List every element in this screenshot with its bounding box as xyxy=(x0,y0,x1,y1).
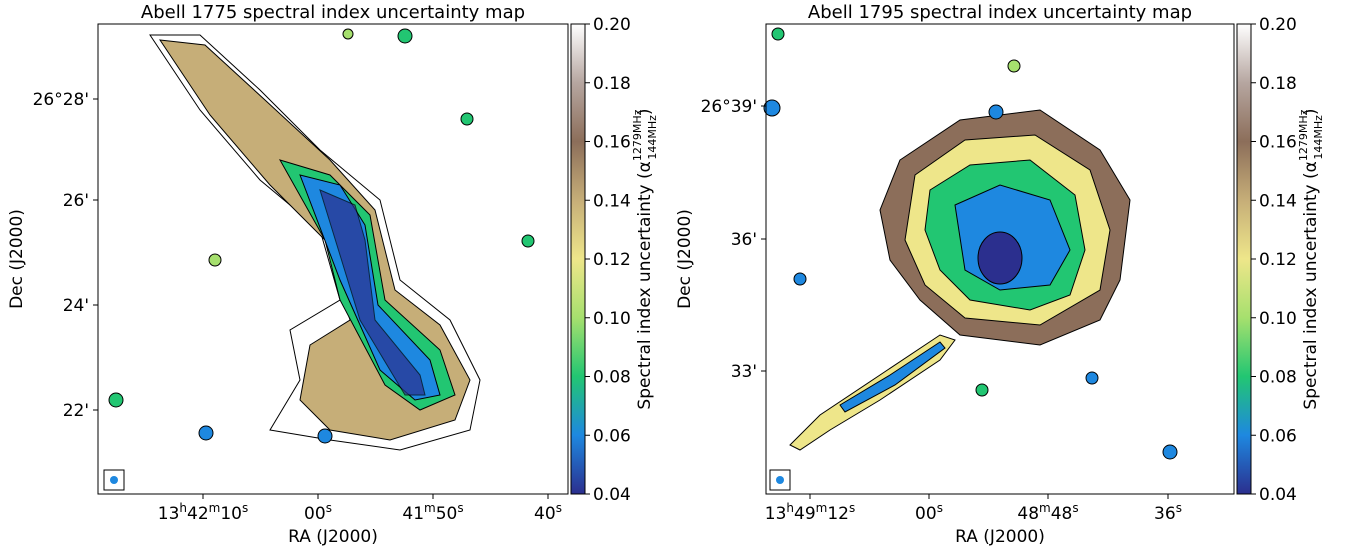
x-tick-label: 00s xyxy=(915,501,943,524)
y-tick-label: 33' xyxy=(731,362,757,382)
x-tick-label: 13h42m10s xyxy=(158,501,249,524)
colorbar-label-part: 144MHz xyxy=(646,115,659,160)
x-tick-label: 41m50s xyxy=(402,501,463,524)
colorbar-label-part: 144MHz xyxy=(1312,115,1325,160)
y-tick-label: 36' xyxy=(731,230,757,250)
colorbar-tick-label: 0.06 xyxy=(1259,426,1297,446)
axes-frame xyxy=(97,23,569,495)
colorbar-tick-label: 0.10 xyxy=(593,309,631,329)
colorbar-tick-label: 0.04 xyxy=(1259,485,1297,505)
colorbar-label: Spectral index uncertainty (α1279MHz 144M… xyxy=(1297,108,1325,409)
x-axis-label: RA (J2000) xyxy=(955,527,1045,547)
colorbar xyxy=(570,23,586,495)
colorbar-tick-label: 0.14 xyxy=(593,191,631,211)
colorbar-tick-label: 0.10 xyxy=(1259,309,1297,329)
colorbar-tick-label: 0.12 xyxy=(593,250,631,270)
colorbar-tick-label: 0.16 xyxy=(1259,133,1297,153)
x-tick-label: 36s xyxy=(1154,501,1182,524)
colorbar-tick-label: 0.14 xyxy=(1259,191,1297,211)
colorbar-tick-label: 0.04 xyxy=(593,485,631,505)
colorbar-label: Spectral index uncertainty (α1279MHz 144M… xyxy=(631,108,659,409)
y-tick-label: 22' xyxy=(63,401,89,421)
y-axis-label: Dec (J2000) xyxy=(7,209,27,309)
chart-title: Abell 1775 spectral index uncertainty ma… xyxy=(141,2,525,23)
colorbar-tick-label: 0.12 xyxy=(1259,250,1297,270)
y-tick-label: 24' xyxy=(63,296,89,316)
colorbar-tick-label: 0.08 xyxy=(593,368,631,388)
colorbar-tick-label: 0.20 xyxy=(593,15,631,35)
chart-title: Abell 1795 spectral index uncertainty ma… xyxy=(808,2,1192,23)
colorbar-tick-label: 0.18 xyxy=(1259,74,1297,94)
colorbar-tick-label: 0.08 xyxy=(1259,368,1297,388)
colorbar-label-part: Spectral index uncertainty (α xyxy=(1301,161,1321,409)
image-left xyxy=(103,28,535,491)
x-tick-label: 48m48s xyxy=(1017,501,1078,524)
image-right xyxy=(763,27,1178,491)
colorbar-tick-label: 0.16 xyxy=(593,133,631,153)
colorbar-tick-label: 0.18 xyxy=(593,74,631,94)
x-axis-label: RA (J2000) xyxy=(288,527,378,547)
colorbar-tick-label: 0.20 xyxy=(1259,15,1297,35)
x-tick-label: 40s xyxy=(534,501,562,524)
colorbar-label-part: ) xyxy=(635,108,655,115)
colorbar xyxy=(1236,23,1252,495)
colorbar-tick-label: 0.06 xyxy=(593,426,631,446)
axes-frame xyxy=(765,23,1235,495)
colorbar-label-part: 1279MHz xyxy=(1297,109,1310,161)
y-axis-label: Dec (J2000) xyxy=(675,209,695,309)
colorbar-label-part: 1279MHz xyxy=(631,109,644,161)
x-tick-label: 13h49m12s xyxy=(765,501,856,524)
colorbar-label-part: ) xyxy=(1301,108,1321,115)
x-tick-label: 00s xyxy=(304,501,332,524)
y-tick-label: 26' xyxy=(63,191,89,211)
y-tick-label: 26°39' xyxy=(701,97,757,117)
y-tick-label: 26°28' xyxy=(33,90,89,110)
colorbar-label-part: Spectral index uncertainty (α xyxy=(635,161,655,409)
